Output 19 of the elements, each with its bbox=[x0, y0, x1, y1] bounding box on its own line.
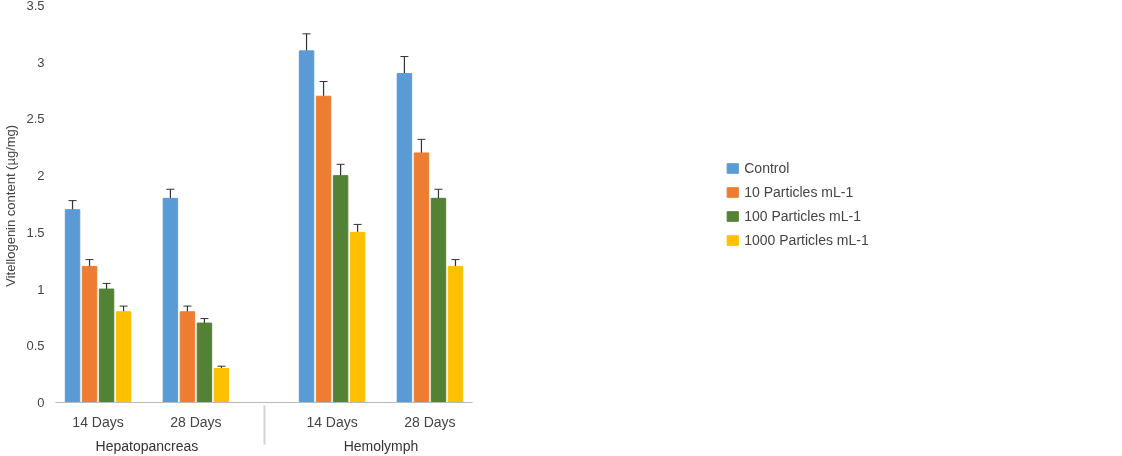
text: Hepatopancreas bbox=[95, 437, 199, 454]
y-axis-title: Vitellogenin content (µg/mg) bbox=[3, 124, 19, 287]
legend-label: 1000 Particles mL-1 bbox=[744, 231, 869, 248]
y-tick-label: 2 bbox=[37, 168, 45, 184]
legend-label: 10 Particles mL-1 bbox=[744, 183, 854, 200]
y-tick-label: 3.5 bbox=[26, 0, 45, 13]
y-tick-label: 0 bbox=[37, 395, 45, 410]
y-tick-label: 0.5 bbox=[26, 338, 45, 354]
x-tick-label: 28 Days bbox=[170, 413, 222, 430]
y-tick-label: 1.5 bbox=[26, 224, 45, 240]
x-tick-label: 28 Days bbox=[404, 413, 456, 430]
y-tick-label: 3 bbox=[37, 54, 45, 70]
legend-label: Control bbox=[744, 159, 790, 176]
y-tick-label: 2.5 bbox=[26, 111, 45, 127]
text: Hemolymph bbox=[343, 437, 419, 454]
x-tick-label: 14 Days bbox=[72, 413, 124, 430]
x-tick-label: 14 Days bbox=[306, 413, 358, 430]
y-tick-label: 1 bbox=[37, 281, 45, 297]
legend-label: 100 Particles mL-1 bbox=[744, 207, 861, 224]
